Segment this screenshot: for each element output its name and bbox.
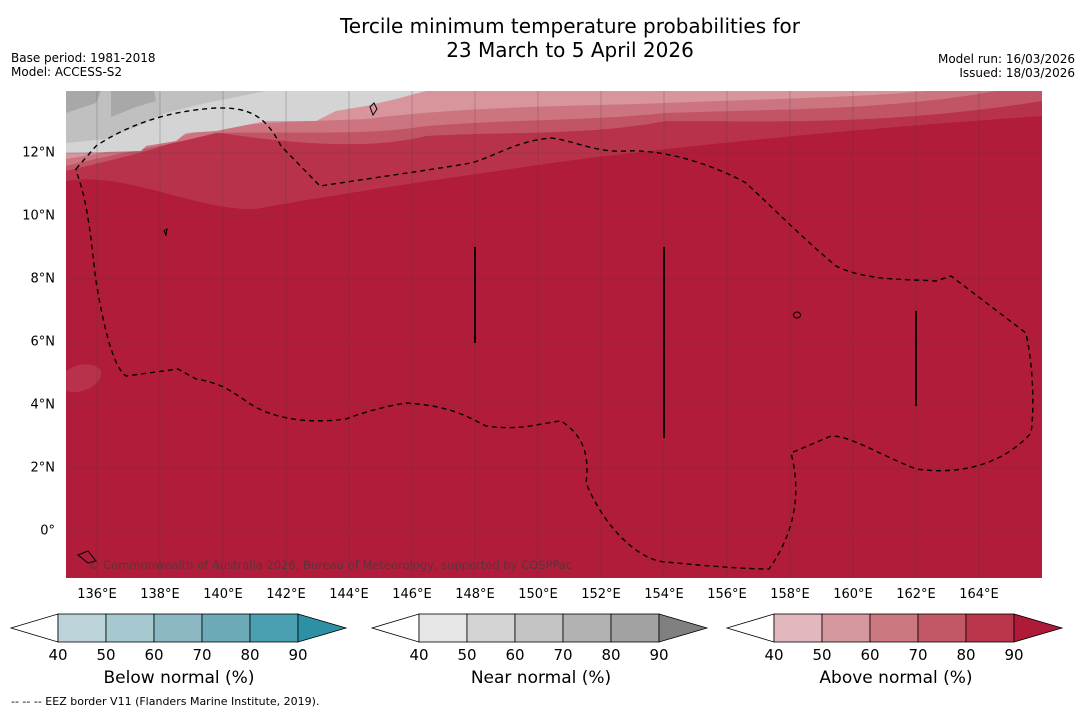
lon-label: 160°E xyxy=(833,587,873,602)
colorbar-tick-label: 70 xyxy=(908,646,927,662)
lon-label: 138°E xyxy=(140,587,180,602)
lon-label: 154°E xyxy=(644,587,684,602)
lon-label: 146°E xyxy=(392,587,432,602)
lon-label: 136°E xyxy=(77,587,117,602)
near-70-region-2 xyxy=(111,91,156,117)
lon-label: 140°E xyxy=(203,587,243,602)
lon-label: 144°E xyxy=(329,587,369,602)
base-period: Base period: 1981-2018 xyxy=(11,51,156,65)
colorbar-max-extension xyxy=(1013,613,1064,643)
meta-left: Base period: 1981-2018 Model: ACCESS-S2 xyxy=(11,51,156,79)
lon-label: 142°E xyxy=(266,587,306,602)
colorbar-below: 40 50 60 70 80 90 xyxy=(10,613,348,662)
colorbar-tick-label: 40 xyxy=(764,646,783,662)
colorbar-tick-label: 70 xyxy=(553,646,572,662)
colorbar-bin xyxy=(105,613,155,643)
colorbar-min-extension xyxy=(10,613,59,643)
colorbar-bin xyxy=(965,613,1015,643)
grid-markers xyxy=(474,247,917,438)
lat-label: 0° xyxy=(40,523,55,539)
colorbar-tick-label: 60 xyxy=(505,646,524,662)
colorbar-tick-label: 60 xyxy=(860,646,879,662)
lon-label: 152°E xyxy=(581,587,621,602)
colorbar-bin xyxy=(869,613,919,643)
eez-legend: -- -- -- EEZ border V11 (Flanders Marine… xyxy=(11,695,320,708)
colorbar-tick-label: 70 xyxy=(192,646,211,662)
issued-date: Issued: 18/03/2026 xyxy=(959,66,1075,80)
colorbar-bin xyxy=(821,613,871,643)
colorbar-tick-label: 90 xyxy=(288,646,307,662)
colorbar-max-extension xyxy=(297,613,348,643)
lat-label: 12°N xyxy=(22,145,55,161)
colorbar-min-extension xyxy=(726,613,775,643)
colorbar-tick-label: 90 xyxy=(649,646,668,662)
colorbar-title-above: Above normal (%) xyxy=(819,668,973,688)
colorbar-bin xyxy=(917,613,967,643)
colorbar-tick-label: 90 xyxy=(1004,646,1023,662)
colorbar-bin xyxy=(201,613,251,643)
colorbar-bin xyxy=(57,613,107,643)
above-80-patch xyxy=(66,364,102,392)
colorbar-bin xyxy=(562,613,612,643)
lat-label: 6°N xyxy=(30,334,56,350)
colorbar-tick-label: 50 xyxy=(457,646,476,662)
meta-right: Model run: 16/03/2026 Issued: 18/03/2026 xyxy=(938,52,1075,80)
colorbar-above: 40 50 60 70 80 90 xyxy=(726,613,1064,662)
lon-label: 150°E xyxy=(518,587,558,602)
colorbar-bin xyxy=(514,613,564,643)
colorbar-tick-label: 40 xyxy=(48,646,67,662)
map-subtitle: 23 March to 5 April 2026 xyxy=(446,38,694,62)
lon-label: 164°E xyxy=(959,587,999,602)
probability-map xyxy=(66,91,1042,578)
colorbar-min-extension xyxy=(371,613,420,643)
model-run: Model run: 16/03/2026 xyxy=(937,52,1075,66)
lat-label: 8°N xyxy=(30,271,56,287)
colorbar-tick-label: 50 xyxy=(96,646,115,662)
lat-label: 10°N xyxy=(22,208,55,224)
colorbar-bin xyxy=(249,613,299,643)
colorbar-tick-label: 60 xyxy=(144,646,163,662)
colorbar-tick-label: 80 xyxy=(956,646,975,662)
near-70-region xyxy=(66,91,101,113)
colorbar-tick-label: 50 xyxy=(812,646,831,662)
islands xyxy=(77,102,801,564)
colorbar-title-below: Below normal (%) xyxy=(103,668,255,688)
colorbar-tick-label: 80 xyxy=(601,646,620,662)
colorbar-tick-label: 80 xyxy=(240,646,259,662)
map-title: Tercile minimum temperature probabilitie… xyxy=(339,14,801,38)
lon-label: 148°E xyxy=(455,587,495,602)
lon-label: 158°E xyxy=(770,587,810,602)
colorbar-bin xyxy=(153,613,203,643)
colorbar-bin xyxy=(773,613,823,643)
colorbar-bin xyxy=(610,613,660,643)
colorbar-near: 40 50 60 70 80 90 xyxy=(371,613,709,662)
lon-label: 162°E xyxy=(896,587,936,602)
colorbar-tick-label: 40 xyxy=(409,646,428,662)
lat-label: 4°N xyxy=(30,397,56,413)
model-name: Model: ACCESS-S2 xyxy=(11,65,123,79)
graticule xyxy=(66,91,1042,578)
lat-label: 2°N xyxy=(30,460,56,476)
colorbar-title-near: Near normal (%) xyxy=(470,668,612,688)
copyright-text: © Commonwealth of Australia 2026, Bureau… xyxy=(88,558,573,572)
colorbar-bin xyxy=(418,613,468,643)
colorbar-bin xyxy=(466,613,516,643)
lon-label: 156°E xyxy=(707,587,747,602)
colorbar-max-extension xyxy=(658,613,709,643)
